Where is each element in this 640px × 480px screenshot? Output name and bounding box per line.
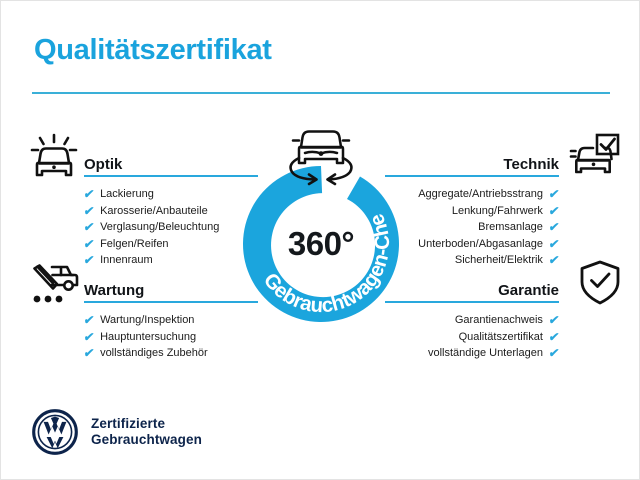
page-title: Qualitätszertifikat [34, 34, 272, 66]
section-optik-title: Optik [84, 156, 123, 173]
list-item-label: Qualitätszertifikat [458, 330, 543, 343]
list-item-label: Hauptuntersuchung [100, 330, 197, 343]
section-technik-divider [385, 175, 559, 177]
list-item: Unterboden/Abgasanlage ✔ [385, 236, 561, 253]
check-icon: ✔ [547, 187, 561, 201]
check-icon: ✔ [82, 329, 96, 344]
list-item-label: Garantienachweis [454, 314, 543, 326]
list-item-label: Felgen/Reifen [100, 237, 169, 250]
list-item-label: Wartung/Inspektion [100, 314, 195, 326]
section-optik: Optik ✔ Lackierung ✔ Karosserie/Anbauteile… [82, 147, 258, 269]
list-item: ✔ Lackierung [82, 186, 258, 203]
check-icon: ✔ [82, 346, 96, 361]
section-garantie-title: Garantie [498, 282, 559, 299]
check-icon: ✔ [547, 313, 561, 327]
section-wartung-list: ✔ Wartung/Inspektion ✔ Hauptuntersuchung ✔… [82, 312, 258, 362]
list-item-label: Innenraum [100, 254, 153, 267]
section-technik: Technik Aggregate/Antriebsstrang ✔ Lenkun… [385, 147, 561, 269]
list-item-label: Bremsanlage [478, 221, 543, 234]
volkswagen-logo-icon [32, 409, 78, 455]
car-360-rotation-icon [275, 124, 367, 186]
section-optik-header: Optik [84, 147, 258, 177]
car-front-checkbox-icon [567, 133, 621, 181]
list-item: Lenkung/Fahrwerk ✔ [385, 203, 561, 220]
check-icon: ✔ [82, 253, 96, 268]
section-wartung: Wartung ✔ Wartung/Inspektion ✔ Hauptunters… [82, 273, 258, 362]
check-icon: ✔ [82, 220, 96, 235]
check-icon: ✔ [82, 187, 96, 201]
list-item: vollständige Unterlagen ✔ [385, 345, 561, 362]
check-icon: ✔ [547, 220, 561, 235]
wordmark-line-2: Gebrauchtwagen [91, 432, 202, 447]
list-item-label: Sicherheit/Elektrik [454, 254, 543, 267]
list-item: ✔ Hauptuntersuchung [82, 329, 258, 346]
section-technik-list: Aggregate/Antriebsstrang ✔ Lenkung/Fahrwe… [385, 186, 561, 269]
list-item-label: vollständiges Zubehör [100, 347, 208, 360]
section-technik-header: Technik [385, 147, 559, 177]
section-optik-list: ✔ Lackierung ✔ Karosserie/Anbauteile ✔ Verg… [82, 186, 258, 269]
shiny-car-front-icon [27, 133, 81, 181]
list-item: Sicherheit/Elektrik ✔ [385, 252, 561, 269]
check-icon: ✔ [82, 236, 96, 251]
list-item: ✔ vollständiges Zubehör [82, 345, 258, 362]
section-garantie-list: Garantienachweis ✔ Qualitätszertifikat ✔ v… [385, 312, 561, 362]
check-icon: ✔ [547, 253, 561, 268]
shield-check-icon [573, 259, 627, 307]
wordmark-line-1: Zertifizierte [91, 416, 166, 431]
list-item-label: Karosserie/Anbauteile [100, 204, 208, 217]
list-item-label: Unterboden/Abgasanlage [418, 237, 543, 250]
list-item-label: Verglasung/Beleuchtung [100, 221, 220, 234]
check-icon: ✔ [547, 236, 561, 251]
section-optik-divider [84, 175, 258, 177]
section-technik-title: Technik [503, 156, 559, 173]
list-item-label: vollständige Unterlagen [427, 347, 543, 360]
check-icon: ✔ [547, 346, 561, 361]
section-wartung-divider [84, 301, 258, 303]
check-icon: ✔ [82, 313, 96, 327]
list-item: ✔ Karosserie/Anbauteile [82, 203, 258, 220]
section-garantie-divider [385, 301, 559, 303]
check-icon: ✔ [547, 329, 561, 344]
list-item: ✔ Verglasung/Beleuchtung [82, 219, 258, 236]
check-icon: ✔ [547, 203, 561, 218]
section-garantie: Garantie Garantienachweis ✔ Qualitätszert… [385, 273, 561, 362]
volkswagen-certified-lockup: Zertifizierte Gebrauchtwagen [32, 409, 202, 455]
section-wartung-title: Wartung [84, 282, 145, 299]
list-item: Aggregate/Antriebsstrang ✔ [385, 186, 561, 203]
list-item-label: Aggregate/Antriebsstrang [418, 188, 543, 200]
list-item: Garantienachweis ✔ [385, 312, 561, 329]
list-item: Qualitätszertifikat ✔ [385, 329, 561, 346]
list-item: Bremsanlage ✔ [385, 219, 561, 236]
title-divider [32, 92, 610, 94]
section-wartung-header: Wartung [84, 273, 258, 303]
list-item: ✔ Felgen/Reifen [82, 236, 258, 253]
list-item: ✔ Innenraum [82, 252, 258, 269]
list-item-label: Lackierung [100, 188, 154, 200]
list-item: ✔ Wartung/Inspektion [82, 312, 258, 329]
check-icon: ✔ [82, 203, 96, 218]
volkswagen-wordmark: Zertifizierte Gebrauchtwagen [91, 416, 202, 448]
section-garantie-header: Garantie [385, 273, 559, 303]
pen-and-car-service-icon [27, 259, 81, 307]
list-item-label: Lenkung/Fahrwerk [451, 204, 543, 217]
